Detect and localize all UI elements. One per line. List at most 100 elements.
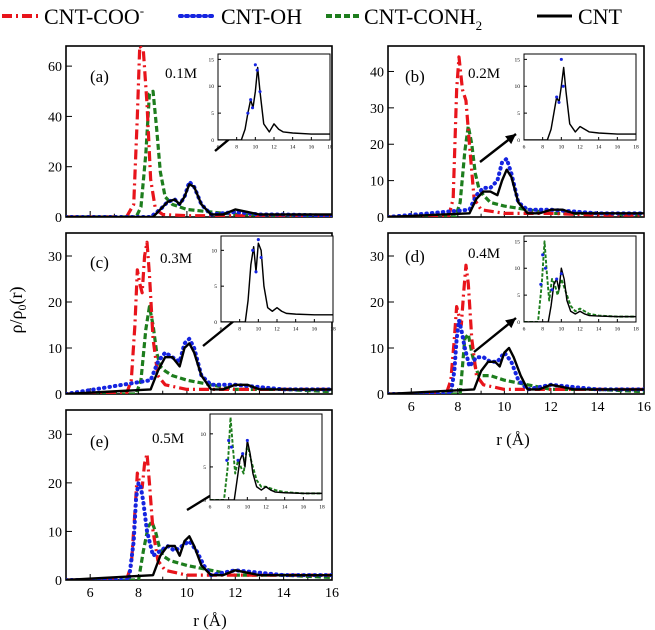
panel-e-inset-x-tick-label: 6 [209, 505, 212, 511]
panel-a-series-cnt [66, 183, 332, 217]
panel-a-inset-series-cnt-oh-point [258, 90, 262, 94]
panel-e-inset-x-tick-label: 18 [319, 505, 325, 511]
panel-e-series-cnt [66, 535, 332, 580]
panel-b-y-tick-label: 20 [370, 138, 384, 153]
panel-c-inset-series-cnt-oh-point [251, 248, 255, 252]
panel-b-label: (b) [405, 67, 425, 86]
panel-b-inset-series-cnt-oh-point [559, 57, 563, 61]
panel-e-inset-series-cnt-oh-point [225, 458, 229, 462]
panel-c-inset-y-tick-label: 5 [214, 284, 217, 290]
panel-b-frame [387, 45, 645, 218]
panel-a-inset-series-cnt-oh-point [255, 68, 259, 72]
panel-b-inset-series-cnt-oh-point [555, 95, 559, 99]
panel-a-inset-x-tick-label: 16 [309, 145, 315, 151]
panel-d-frame [387, 232, 645, 395]
panel-e-inset-series-cnt-oh-point [229, 445, 234, 449]
panel-d-series-cnt [388, 346, 644, 394]
panel-b-series-cnt [388, 168, 644, 217]
panel-c-inset-series-cnt [221, 242, 333, 322]
panel-b-inset-y-tick-label: 10 [515, 84, 521, 90]
panel-d-series [388, 263, 644, 394]
panel-c-inset: 6 8 10 12 14 16 18 0 5 10 [212, 235, 336, 333]
legend-entry-cnt: CNT [537, 4, 623, 29]
legend-label-cnt-conh2: CNT-CONH2 [364, 4, 482, 33]
panel-d-inset-series [524, 240, 636, 322]
panel-d-inset-x-tick-label: 18 [633, 327, 639, 333]
panel-d-y-tick-label: 10 [370, 342, 384, 357]
panel-a-inset-series-cnt-oh-point [249, 98, 253, 102]
panel-b-inset-x-tick-label: 14 [596, 145, 602, 151]
panel-a-y-tick-label: 40 [48, 110, 62, 125]
legend-label-cnt-coo: CNT-COO- [44, 3, 144, 29]
panel-b-inset-x-tick-label: 8 [541, 145, 544, 151]
panel-a-label: (a) [90, 67, 109, 86]
panel-b-y-tick-label: 40 [370, 65, 384, 80]
panel-e-inset-series-cnt [210, 439, 322, 500]
x-axis-label-left: r (Å) [193, 611, 227, 630]
panel-c-series-cnt-oh [66, 336, 332, 394]
panel-b-inset-series-cnt-oh-point [557, 100, 561, 104]
panel-e-inset-x-tick-label: 14 [282, 505, 288, 511]
panel-c-inset-x-tick-label: 18 [330, 327, 336, 333]
panel-e-y-tick-label: 0 [55, 574, 62, 589]
legend-entry-cnt-conh2: CNT-CONH2 [326, 4, 482, 33]
panel-b: 0 10 20 30 40 (b) 0.2M 6 8 10 12 14 16 18 0 5 10 15 [370, 45, 645, 226]
panel-c: 0 10 20 30 (c) 0.3M 6 8 10 12 14 16 18 0 5 10 [48, 232, 336, 403]
panel-e-inset-x-tick-label: 12 [263, 505, 269, 511]
panel-d-inset-series-cnt-oh-point [539, 282, 543, 286]
panel-a-y-tick-label: 60 [48, 60, 62, 75]
panel-b-series-cnt-coo [388, 55, 644, 217]
panel-a-y-tick-label: 20 [48, 161, 62, 176]
panel-a-inset-x-tick-label: 8 [235, 145, 238, 151]
panel-e-x-tick-label: 12 [228, 586, 242, 601]
panel-c-y-tick-label: 30 [48, 250, 62, 265]
panel-b-arrow [479, 133, 517, 163]
panel-c-inset-series-cnt-oh-markers [251, 238, 263, 274]
panel-c-series-cnt-coo [66, 240, 332, 394]
panel-b-series [388, 55, 644, 217]
panel-e-inset-y-tick-label: 0 [203, 498, 206, 504]
panel-a-concentration: 0.1M [165, 66, 197, 82]
panel-a-inset-series-cnt-oh-point [250, 106, 255, 110]
panel-b-inset-x-tick-label: 16 [615, 145, 621, 151]
panel-c-concentration: 0.3M [160, 251, 192, 267]
panel-b-inset-y-tick-label: 15 [515, 57, 521, 63]
panel-a-inset-series-cnt-oh-point [246, 111, 250, 115]
panel-b-inset-y-tick-label: 5 [517, 111, 520, 117]
panel-e-inset-series [210, 416, 322, 500]
panel-e-x-tick-label: 16 [325, 586, 339, 601]
legend-entry-cnt-coo: CNT-COO- [2, 3, 144, 29]
panel-d-inset: 6 8 10 12 14 16 18 0 5 10 15 [515, 235, 639, 333]
panel-e-inset-series-cnt-oh-point [241, 452, 245, 456]
panel-a-inset-x-tick-label: 12 [271, 145, 277, 151]
panel-d-label: (d) [405, 247, 425, 266]
panel-d-inset-y-tick-label: 10 [515, 266, 521, 272]
panel-e-x-tick-label: 10 [180, 586, 194, 601]
panel-c-inset-series-cnt-oh-point [259, 255, 263, 260]
panel-e-inset-x-tick-label: 10 [245, 505, 251, 511]
legend-label-cnt: CNT [578, 4, 623, 29]
panel-d-inset-x-tick-label: 6 [523, 327, 526, 333]
panel-d-inset-x-tick-label: 10 [559, 327, 565, 333]
panel-e-series-cnt-conh2 [66, 520, 332, 580]
panel-e-series [66, 452, 332, 580]
panel-b-series-cnt-oh [388, 156, 644, 217]
panel-e-x-tick-label: 14 [277, 586, 291, 601]
panel-d-arrow [473, 317, 517, 353]
panel-d-inset-x-tick-label: 8 [541, 327, 544, 333]
panel-d-series-cnt-coo [388, 263, 644, 394]
panel-a-inset-x-tick-label: 14 [290, 145, 296, 151]
panel-e-frame [65, 409, 333, 581]
panel-c-inset-x-tick-label: 10 [256, 327, 262, 333]
panel-e-inset-y-tick-label: 5 [203, 465, 206, 471]
panel-d-x-tick-label: 16 [637, 400, 651, 415]
panel-b-inset-series [524, 57, 636, 140]
panel-d-inset-series-cnt-oh-point [555, 277, 559, 281]
panel-c-label: (c) [90, 253, 109, 272]
panel-e-label: (e) [90, 432, 109, 451]
panel-d-inset-series-cnt-oh-point [541, 253, 545, 257]
panel-d-inset-series-cnt-oh-point [550, 288, 554, 292]
legend-label-cnt-oh: CNT-OH [221, 4, 302, 29]
panel-b-inset-series-cnt [524, 66, 636, 140]
